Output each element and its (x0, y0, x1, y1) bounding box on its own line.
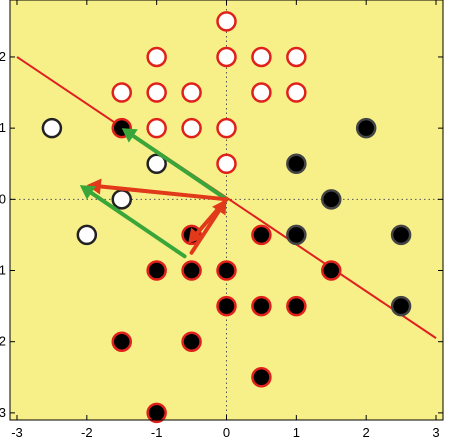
filled-point-red-edge (321, 260, 342, 281)
y-tick-label: 1 (0, 120, 6, 135)
arrow-shaft (98, 184, 229, 202)
arrow-shaft (195, 197, 229, 235)
open-point-red-edge (251, 46, 272, 68)
filled-point-red-edge (251, 224, 272, 246)
y-tick-label: -1 (0, 263, 6, 278)
open-point-red-edge (216, 117, 237, 139)
points-layer (41, 11, 412, 424)
filled-point-red-edge (181, 331, 202, 352)
open-point-red-edge (251, 82, 272, 103)
open-point-red-edge (146, 117, 167, 139)
open-point-red-edge (111, 82, 132, 103)
open-point-red-edge (216, 11, 237, 32)
open-point-red-edge (181, 82, 202, 103)
open-point-red-edge (146, 46, 167, 68)
y-tick-label: -2 (0, 334, 6, 349)
open-point-black-edge (41, 117, 63, 139)
filled-point-red-edge (216, 295, 237, 317)
arrow-shaft (89, 190, 187, 259)
open-point-red-edge (146, 82, 167, 103)
open-point-black-edge (111, 189, 132, 210)
y-tick-label: -3 (0, 405, 6, 420)
filled-point-red-edge (251, 367, 272, 388)
open-point-red-edge (286, 46, 307, 68)
open-point-black-edge (146, 153, 167, 174)
filled-point-black-edge (286, 224, 307, 246)
x-tick-label: 0 (223, 425, 230, 440)
open-point-red-edge (181, 117, 202, 139)
axes-layer: -3 -2 -1 0 1 2 3 -3 -2 -1 0 1 2 (0, 0, 444, 440)
arrows-layer (79, 128, 229, 259)
open-point-red-edge (216, 153, 237, 174)
filled-point-black-edge (321, 189, 342, 210)
filled-point-red-edge (146, 260, 167, 281)
arrow-shaft (189, 209, 221, 255)
filled-point-black-edge (390, 224, 412, 246)
arrow-head (121, 128, 138, 143)
filled-point-black-edge (286, 153, 307, 174)
arrow-shaft (131, 134, 229, 202)
filled-point-red-edge (286, 295, 307, 317)
filled-point-red-edge (251, 295, 272, 317)
open-point-red-edge (216, 46, 237, 68)
open-point-red-edge (286, 82, 307, 103)
filled-point-black-edge (390, 295, 412, 317)
y-tick-label: 0 (0, 191, 6, 206)
open-point-black-edge (76, 224, 98, 246)
x-tick-label: -2 (81, 425, 93, 440)
filled-point-red-edge (181, 260, 202, 281)
x-tick-label: 2 (363, 425, 370, 440)
plot-area (10, 0, 443, 420)
arrow-head (79, 185, 96, 200)
arrow-head (188, 227, 204, 244)
x-tick-label: 1 (293, 425, 300, 440)
x-tick-label: 3 (432, 425, 439, 440)
filled-point-red-edge (216, 260, 237, 281)
x-tick-label: -1 (151, 425, 163, 440)
y-tick-label: 2 (0, 49, 6, 64)
filled-point-red-edge (111, 331, 132, 352)
x-tick-label: -3 (11, 425, 23, 440)
filled-point-red-edge (146, 402, 167, 424)
filled-point-black-edge (355, 117, 377, 139)
